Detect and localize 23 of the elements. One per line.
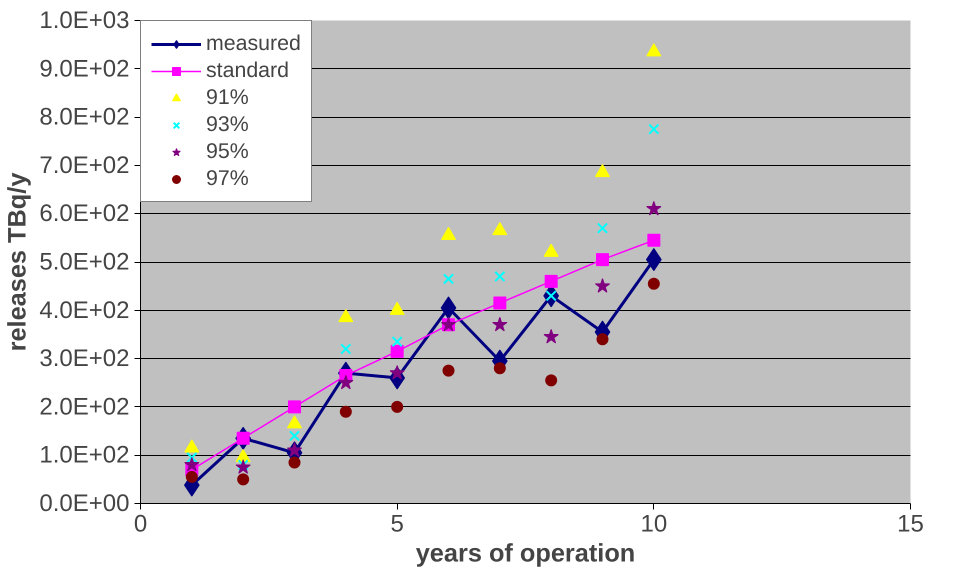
y-tick-label: 5.0E+02	[39, 248, 130, 276]
y-tick-label: 1.0E+03	[39, 7, 130, 34]
legend-label: 93%	[206, 112, 249, 137]
y-tick-label: 2.0E+02	[39, 393, 130, 420]
y-tick-label: 1.0E+02	[39, 442, 130, 469]
legend-label: measured	[206, 31, 301, 56]
x-tick-label: 10	[640, 510, 668, 538]
x-tick-label: 15	[897, 510, 924, 538]
y-tick-label: 6.0E+02	[39, 200, 130, 228]
y-tick-label: 0.0E+00	[39, 490, 130, 517]
x-tick-label: 5	[390, 510, 404, 538]
y-tick-label: 3.0E+02	[39, 345, 130, 372]
y-tick-label: 7.0E+02	[39, 152, 130, 179]
y-tick-label: 8.0E+02	[39, 104, 130, 131]
legend-label: 97%	[206, 166, 249, 191]
legend-label: 91%	[206, 85, 249, 110]
x-axis-title: years of operation	[416, 540, 636, 568]
y-axis-title: releases TBq/y	[3, 172, 32, 352]
x-tick-label: 0	[134, 510, 148, 538]
legend-label: 95%	[206, 139, 249, 164]
y-tick-label: 9.0E+02	[39, 55, 130, 82]
legend-label: standard	[206, 58, 290, 83]
y-tick-label: 4.0E+02	[39, 296, 130, 324]
